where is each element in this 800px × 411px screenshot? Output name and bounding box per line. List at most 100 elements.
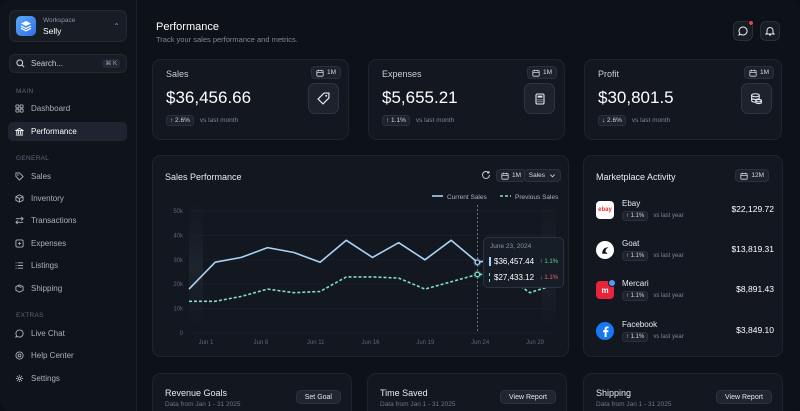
search-input[interactable]: Search... ⌘ K: [9, 54, 127, 73]
card-title: Marketplace Activity: [596, 172, 676, 182]
bank-icon: [15, 127, 24, 136]
sales-line-chart: 0 10k 20k 30k 40k 50k Jun 1 Jun 8 Jun 11 Jun 16 J…: [173, 194, 559, 346]
metric-dropdown[interactable]: Sales: [523, 169, 561, 182]
card-title: Time Saved: [380, 388, 428, 398]
sidebar: Workspace Selly ⌃ Search... ⌘ K MAIN Das…: [0, 0, 137, 411]
profit-stat-card: Profit 1M $30,801.5 ↓ 2.6% vs last month: [584, 59, 782, 140]
sidebar-item-expenses[interactable]: Expenses: [8, 234, 127, 253]
delta-note: vs last month: [631, 117, 671, 124]
period-label: 1M: [542, 69, 552, 76]
sidebar-item-settings[interactable]: Settings: [8, 369, 127, 388]
sidebar-item-inventory[interactable]: Inventory: [8, 189, 127, 208]
tooltip-date: June 23, 2024: [490, 243, 532, 250]
calendar-icon: [532, 69, 540, 77]
metric-label: Sales: [528, 172, 545, 179]
period-selector[interactable]: 1M: [310, 66, 341, 79]
help-icon: [15, 351, 24, 360]
sidebar-item-listings[interactable]: Listings: [8, 256, 127, 275]
facebook-logo-icon: [596, 322, 614, 340]
search-shortcut: ⌘ K: [102, 59, 120, 68]
receipt-icon: [15, 239, 24, 248]
shipping-card: Shipping Data from Jan 1 - 31 2025 View …: [583, 373, 783, 411]
sidebar-item-label: Sales: [31, 172, 52, 181]
notifications-button[interactable]: [760, 21, 780, 41]
sidebar-item-label: Listings: [31, 261, 59, 270]
card-range: Data from Jan 1 - 31 2025: [380, 401, 456, 408]
page-subtitle: Track your sales performance and metrics…: [156, 35, 298, 44]
search-icon: [16, 59, 25, 68]
stat-value: $5,655.21: [382, 88, 458, 107]
period-selector[interactable]: 1M: [743, 66, 774, 79]
sidebar-item-label: Shipping: [31, 284, 63, 293]
mercari-badge-dot: [608, 279, 616, 287]
messages-button[interactable]: [733, 20, 754, 41]
tag-icon: [308, 83, 339, 114]
marketplace-row-goat[interactable]: Goat ↑ 1.1% vs last year $13,819.31: [596, 236, 774, 266]
sidebar-item-help-center[interactable]: Help Center: [8, 346, 127, 365]
delta-badge: ↑ 1.1%: [622, 251, 649, 261]
delta-badge: ↑ 1.1%: [622, 332, 649, 342]
legend-previous: Previous Sales: [515, 194, 559, 201]
main-content: Performance Track your sales performance…: [137, 0, 800, 411]
box-icon: [15, 194, 24, 203]
period-selector[interactable]: 1M: [495, 169, 526, 182]
sidebar-item-live-chat[interactable]: Live Chat: [8, 324, 127, 343]
sidebar-item-label: Inventory: [31, 194, 64, 203]
delta-note: vs last year: [653, 334, 684, 340]
grid-icon: [15, 104, 24, 113]
tooltip-current-value: $36,457.44: [494, 257, 535, 266]
sidebar-item-performance[interactable]: Performance: [8, 122, 127, 141]
marketplace-row-ebay[interactable]: ebay Ebay ↑ 1.1% vs last year $22,129.72: [596, 196, 774, 226]
set-goal-button[interactable]: Set Goal: [295, 390, 341, 404]
view-report-button[interactable]: View Report: [499, 390, 556, 404]
y-tick-label: 30k: [173, 258, 184, 264]
search-placeholder: Search...: [31, 59, 64, 68]
time-saved-card: Time Saved Data from Jan 1 - 31 2025 Vie…: [367, 373, 567, 411]
sidebar-item-dashboard[interactable]: Dashboard: [8, 99, 127, 118]
marketplace-value: $8,891.43: [736, 284, 774, 294]
workspace-label: Workspace: [43, 16, 76, 24]
chat-icon: [738, 26, 748, 36]
calendar-icon: [501, 172, 509, 180]
marketplace-name: Mercari: [622, 279, 649, 288]
delta-note: vs last year: [653, 253, 684, 259]
stat-value: $36,456.66: [166, 88, 252, 107]
marketplace-row-mercari[interactable]: m Mercari ↑ 1.1% vs last year $8,891.43: [596, 276, 774, 306]
y-tick-label: 0: [180, 331, 184, 337]
period-label: 1M: [326, 69, 336, 76]
refresh-button[interactable]: [481, 170, 491, 182]
period-label: 1M: [759, 69, 769, 76]
period-label: 1M: [511, 172, 521, 179]
sidebar-item-label: Transactions: [31, 216, 77, 225]
period-selector[interactable]: 1M: [526, 66, 557, 79]
delta-badge: ↓ 2.6%: [598, 115, 626, 126]
tooltip-current-marker: [489, 257, 491, 266]
refresh-icon: [482, 170, 490, 179]
section-extras: EXTRAS: [16, 312, 44, 319]
hover-point: [474, 259, 481, 266]
gear-icon: [15, 374, 24, 383]
card-title: Revenue Goals: [165, 388, 228, 398]
marketplace-row-facebook[interactable]: Facebook ↑ 1.1% vs last year $3,849.10: [596, 317, 774, 347]
x-tick-label: Jun 11: [307, 340, 325, 346]
sidebar-item-label: Performance: [31, 127, 77, 136]
tooltip-previous-marker: [489, 273, 491, 282]
chart-legend: Current Sales Previous Sales: [432, 194, 559, 201]
marketplace-activity-card: Marketplace Activity 12M ebay Ebay ↑ 1.1…: [583, 155, 783, 357]
sidebar-item-transactions[interactable]: Transactions: [8, 211, 127, 230]
tooltip-previous-delta: ↓ 1.1%: [539, 275, 558, 281]
section-main: MAIN: [16, 88, 34, 95]
marketplace-value: $13,819.31: [731, 244, 774, 254]
sidebar-item-sales[interactable]: Sales: [8, 167, 127, 186]
delta-badge: ↑ 1.1%: [622, 211, 649, 221]
calendar-icon: [740, 172, 748, 180]
workspace-switcher[interactable]: Workspace Selly ⌃: [9, 10, 127, 42]
chart-title: Sales Performance: [165, 172, 242, 182]
x-tick-label: Jun 19: [416, 340, 435, 346]
card-range: Data from Jan 1 - 31 2025: [596, 401, 672, 408]
period-selector[interactable]: 12M: [735, 169, 769, 182]
sidebar-item-shipping[interactable]: Shipping: [8, 279, 127, 298]
chat-icon: [15, 329, 24, 338]
chevron-down-icon: [550, 174, 555, 178]
view-report-button[interactable]: View Report: [715, 390, 772, 404]
